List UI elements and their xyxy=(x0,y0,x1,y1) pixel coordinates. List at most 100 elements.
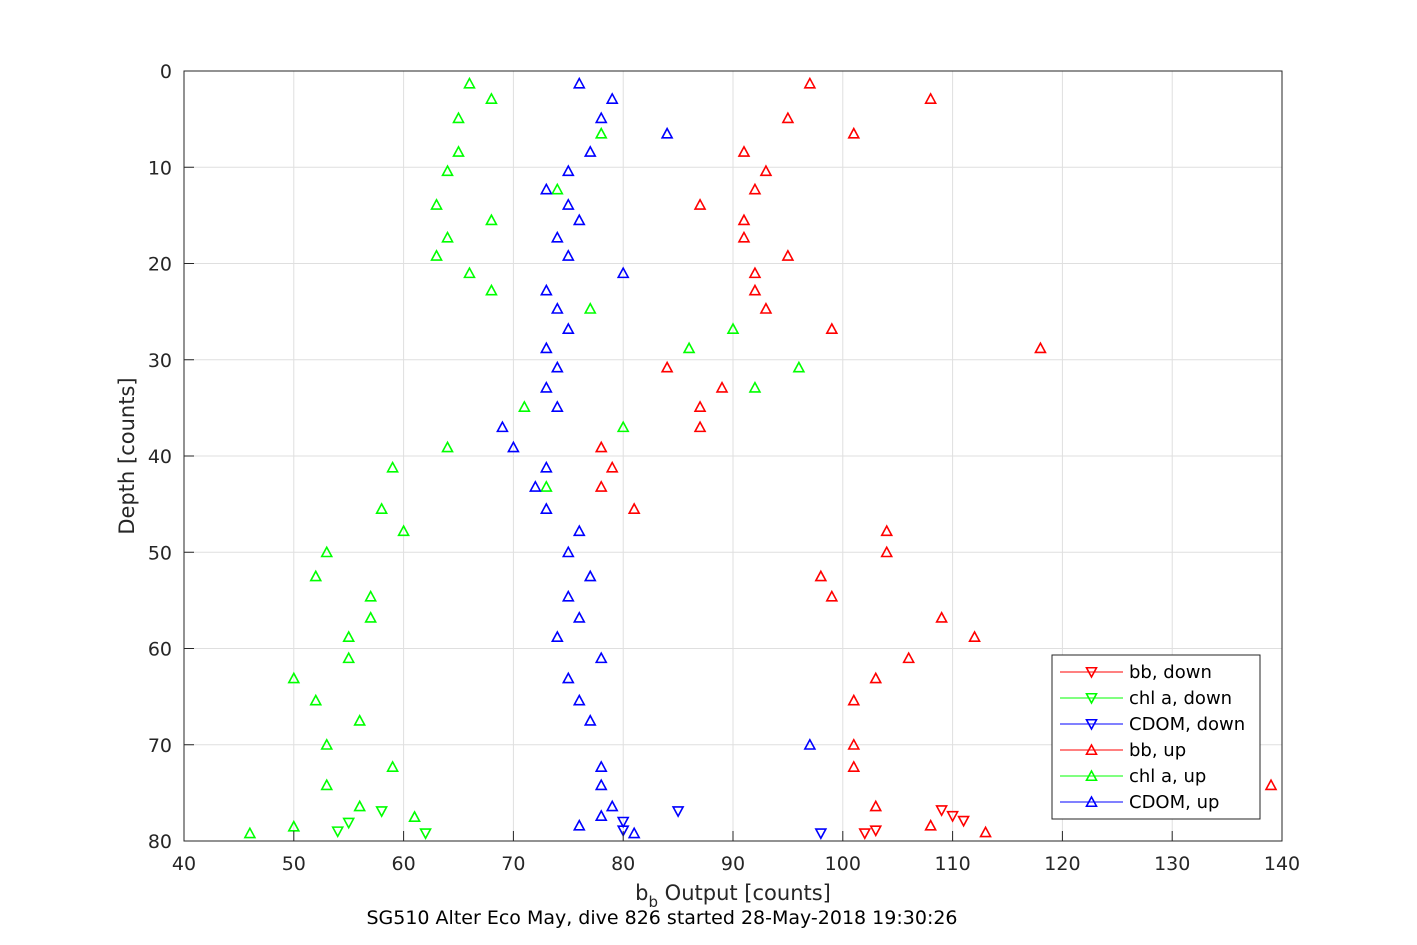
data-point xyxy=(924,818,937,831)
data-point xyxy=(594,126,608,139)
data-point xyxy=(825,322,839,335)
data-point xyxy=(561,589,575,602)
data-point xyxy=(496,420,509,433)
data-point xyxy=(561,322,575,335)
data-point xyxy=(342,630,356,643)
data-point xyxy=(957,815,970,828)
legend-label: bb, down xyxy=(1129,662,1212,683)
x-tick-label: 140 xyxy=(1264,853,1300,875)
data-point xyxy=(320,738,334,750)
data-point xyxy=(1264,778,1278,791)
data-point xyxy=(759,302,773,314)
data-point xyxy=(594,809,608,822)
legend-entry: chl a, up xyxy=(1060,766,1206,787)
series-bb-up xyxy=(594,76,1278,838)
data-point xyxy=(572,693,586,706)
data-point xyxy=(375,502,388,514)
data-point xyxy=(748,380,762,393)
y-tick-label: 20 xyxy=(148,254,172,276)
x-axis-ticks: 40 50 60 70 80 90 100 110 120 130 140 xyxy=(172,831,1300,875)
data-point xyxy=(485,92,498,104)
legend-entry: CDOM, up xyxy=(1060,792,1219,813)
legend-entry: bb, up xyxy=(1060,740,1186,761)
y-axis-title: Depth [counts] xyxy=(115,377,139,534)
data-point xyxy=(572,524,586,537)
data-point xyxy=(847,738,861,750)
data-point xyxy=(561,164,575,177)
data-point xyxy=(627,502,641,514)
data-point xyxy=(518,400,531,412)
data-point xyxy=(485,283,498,296)
data-point xyxy=(847,126,861,139)
data-point xyxy=(353,714,367,726)
data-point xyxy=(825,589,839,602)
data-point xyxy=(616,825,630,838)
data-point xyxy=(935,805,948,817)
data-point xyxy=(353,799,367,812)
data-point xyxy=(1034,341,1047,354)
data-point xyxy=(561,198,575,210)
legend-marker xyxy=(1085,666,1098,679)
data-point xyxy=(781,111,795,124)
data-point xyxy=(452,111,465,124)
data-point xyxy=(452,145,465,157)
data-point xyxy=(430,249,443,261)
data-point xyxy=(594,440,608,453)
data-point xyxy=(364,589,378,602)
data-point xyxy=(507,440,520,453)
data-point xyxy=(902,651,916,664)
data-point xyxy=(397,524,410,537)
data-point xyxy=(463,76,476,89)
data-point xyxy=(594,778,608,791)
data-point xyxy=(605,92,619,104)
data-point xyxy=(386,760,399,772)
data-point xyxy=(968,630,981,643)
data-point xyxy=(935,611,948,623)
data-point xyxy=(529,480,542,492)
x-tick-label: 130 xyxy=(1154,853,1190,875)
data-point xyxy=(309,569,323,582)
data-point xyxy=(243,826,257,839)
y-tick-label: 30 xyxy=(148,350,172,372)
data-point xyxy=(441,230,454,243)
x-tick-label: 50 xyxy=(282,853,306,875)
data-point xyxy=(737,230,751,243)
series-bb-down xyxy=(858,805,970,840)
data-point xyxy=(594,760,608,772)
data-point xyxy=(287,671,301,684)
series-cdom-up xyxy=(496,76,817,839)
data-point xyxy=(660,360,674,373)
data-point xyxy=(594,111,608,124)
data-point xyxy=(550,230,564,243)
data-point xyxy=(781,249,795,261)
data-point xyxy=(550,302,564,314)
data-point xyxy=(583,302,597,314)
series-chl-a-down xyxy=(331,806,432,840)
data-point xyxy=(814,569,828,582)
legend-marker xyxy=(1085,769,1098,782)
data-point xyxy=(858,828,872,840)
data-point xyxy=(375,806,388,818)
data-point xyxy=(485,213,498,226)
data-point xyxy=(463,266,476,279)
y-tick-label: 0 xyxy=(160,61,172,83)
x-axis-title-rest: Output [counts] xyxy=(658,881,831,905)
x-tick-label: 100 xyxy=(825,853,861,875)
x-tick-label: 120 xyxy=(1044,853,1080,875)
data-point xyxy=(342,651,356,664)
series-cdom-down xyxy=(616,806,828,840)
data-point xyxy=(561,249,575,261)
data-point xyxy=(627,826,641,839)
data-point xyxy=(408,810,421,822)
data-point xyxy=(847,760,861,772)
data-point xyxy=(924,92,937,104)
data-point xyxy=(331,826,345,839)
data-point xyxy=(550,182,564,195)
data-point xyxy=(550,400,564,412)
x-tick-label: 110 xyxy=(934,853,970,875)
data-point xyxy=(309,693,323,706)
legend-label: chl a, up xyxy=(1129,766,1206,787)
data-point xyxy=(737,213,751,226)
data-point xyxy=(792,360,806,373)
